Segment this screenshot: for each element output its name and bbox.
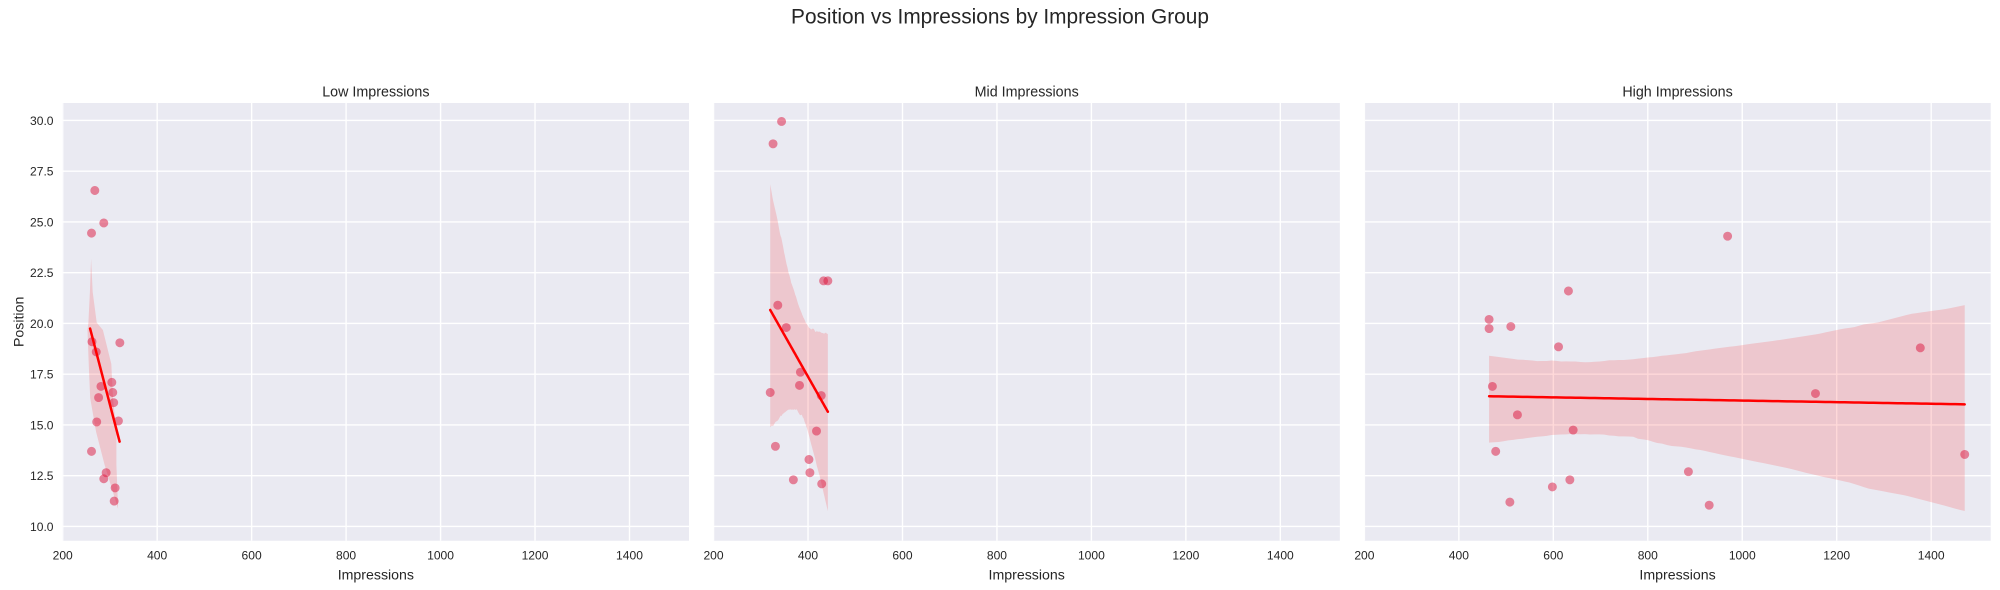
svg-text:Mid Impressions: Mid Impressions <box>975 84 1079 100</box>
svg-text:Position vs Impressions by Imp: Position vs Impressions by Impression Gr… <box>791 5 1209 28</box>
svg-text:15.0: 15.0 <box>30 418 54 432</box>
svg-text:600: 600 <box>892 549 912 563</box>
svg-text:400: 400 <box>1449 549 1469 563</box>
svg-text:20.0: 20.0 <box>30 317 54 331</box>
svg-text:12.5: 12.5 <box>30 469 54 483</box>
svg-text:200: 200 <box>53 549 73 563</box>
svg-text:17.5: 17.5 <box>30 368 54 382</box>
svg-text:Impressions: Impressions <box>989 567 1065 583</box>
svg-text:1400: 1400 <box>1918 549 1945 563</box>
svg-text:1400: 1400 <box>616 549 643 563</box>
svg-text:1000: 1000 <box>427 549 454 563</box>
svg-text:800: 800 <box>336 549 356 563</box>
svg-text:200: 200 <box>1354 549 1374 563</box>
svg-text:1200: 1200 <box>1172 549 1199 563</box>
svg-text:25.0: 25.0 <box>30 215 54 229</box>
svg-text:600: 600 <box>242 549 262 563</box>
svg-text:1400: 1400 <box>1267 549 1294 563</box>
svg-text:200: 200 <box>703 549 723 563</box>
svg-text:Impressions: Impressions <box>338 567 414 583</box>
svg-text:30.0: 30.0 <box>30 114 54 128</box>
svg-text:10.0: 10.0 <box>30 520 54 534</box>
svg-text:400: 400 <box>798 549 818 563</box>
svg-text:Impressions: Impressions <box>1639 567 1715 583</box>
svg-text:1000: 1000 <box>1078 549 1105 563</box>
svg-text:800: 800 <box>1638 549 1658 563</box>
svg-text:1200: 1200 <box>1823 549 1850 563</box>
svg-text:27.5: 27.5 <box>30 165 54 179</box>
svg-text:1000: 1000 <box>1729 549 1756 563</box>
svg-text:400: 400 <box>147 549 167 563</box>
svg-text:1200: 1200 <box>522 549 549 563</box>
svg-text:Low Impressions: Low Impressions <box>322 84 429 100</box>
svg-text:800: 800 <box>987 549 1007 563</box>
svg-text:600: 600 <box>1543 549 1563 563</box>
svg-text:22.5: 22.5 <box>30 266 54 280</box>
svg-text:Position: Position <box>12 297 28 347</box>
svg-text:High Impressions: High Impressions <box>1622 84 1732 100</box>
